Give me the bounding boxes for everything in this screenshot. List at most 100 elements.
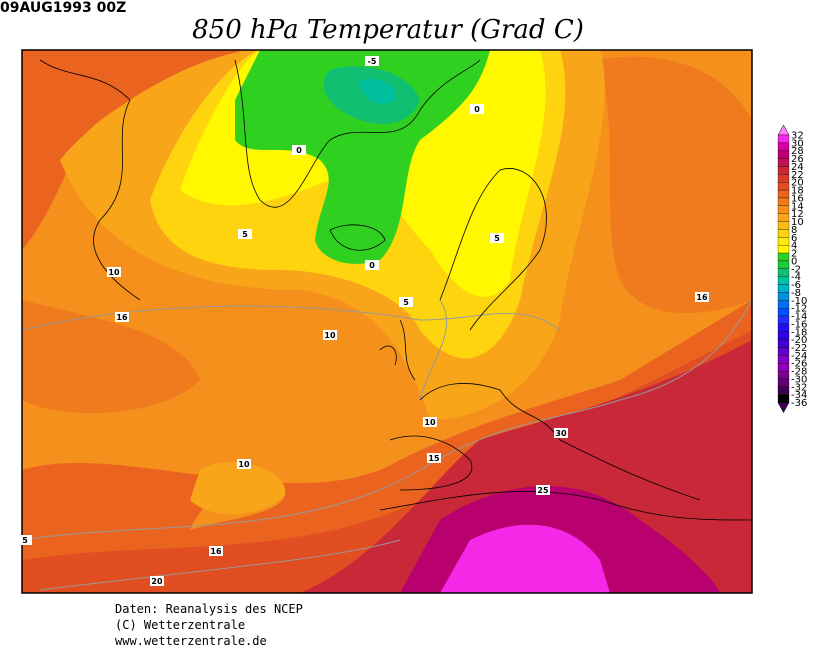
contour-label-box bbox=[323, 330, 337, 340]
contour-label: 15 bbox=[428, 454, 440, 463]
contour-label-box bbox=[423, 417, 437, 427]
colorbar-label: 30 bbox=[791, 138, 804, 149]
colorbar-segment bbox=[777, 221, 790, 230]
colorbar-segment bbox=[777, 323, 790, 332]
colorbar-label: 24 bbox=[791, 162, 804, 173]
colorbar-segment bbox=[777, 229, 790, 238]
colorbar-segment bbox=[777, 174, 790, 183]
contour-label-box bbox=[107, 267, 121, 277]
colorbar-segment bbox=[777, 260, 790, 269]
contour-label-box bbox=[238, 229, 252, 239]
colorbar-label: 26 bbox=[791, 154, 804, 165]
colorbar-end bbox=[777, 124, 790, 136]
colorbar-label: -34 bbox=[791, 390, 807, 401]
colorbar-segment bbox=[777, 182, 790, 191]
contour-label: -5 bbox=[368, 57, 377, 66]
colorbar-label: -36 bbox=[791, 398, 807, 409]
colorbar-label: 0 bbox=[791, 256, 797, 267]
colorbar-segment bbox=[777, 300, 790, 309]
colorbar-label: -6 bbox=[791, 280, 801, 291]
credit: Daten: Reanalysis des NCEP bbox=[115, 602, 303, 616]
contour-label: 5 bbox=[494, 234, 500, 243]
colorbar-segment bbox=[777, 331, 790, 340]
colorbar-label: 6 bbox=[791, 233, 797, 244]
colorbar-label: -16 bbox=[791, 319, 807, 330]
colorbar-segment bbox=[777, 355, 790, 364]
colorbar-label: 16 bbox=[791, 193, 804, 204]
colorbar-label: -14 bbox=[791, 312, 807, 323]
contour-label: 10 bbox=[424, 418, 436, 427]
colorbar-label: -8 bbox=[791, 288, 801, 299]
credit: (C) Wetterzentrale bbox=[115, 618, 245, 632]
colorbar-label: 22 bbox=[791, 170, 804, 181]
colorbar-segment bbox=[777, 158, 790, 167]
contour-label-box bbox=[399, 297, 413, 307]
colorbar-segment bbox=[777, 252, 790, 262]
contour-label-box bbox=[695, 292, 709, 302]
colorbar-label: -30 bbox=[791, 374, 807, 385]
colorbar-segment bbox=[777, 197, 790, 206]
colorbar-label: -18 bbox=[791, 327, 807, 338]
colorbar-label: 4 bbox=[791, 241, 797, 252]
contour-label: 0 bbox=[369, 261, 375, 270]
contour-label-box bbox=[490, 233, 504, 243]
colorbar-segment bbox=[777, 268, 790, 277]
colorbar-segment bbox=[777, 134, 790, 144]
contour-label-box bbox=[470, 104, 484, 114]
contour-label: 10 bbox=[324, 331, 336, 340]
colorbar-segment bbox=[777, 386, 790, 395]
colorbar-segment bbox=[777, 166, 790, 175]
contour-label: 16 bbox=[210, 547, 222, 556]
colorbar-segment bbox=[777, 315, 790, 325]
colorbar-label: -10 bbox=[791, 296, 807, 307]
contour-label-box bbox=[536, 485, 550, 495]
colorbar-label: -2 bbox=[791, 264, 801, 275]
colorbar-segment bbox=[777, 284, 790, 293]
colorbar-label: -24 bbox=[791, 351, 807, 362]
contour-label-box bbox=[427, 453, 441, 463]
colorbar-label: 32 bbox=[791, 131, 804, 142]
colorbar-segment bbox=[777, 339, 790, 348]
colorbar-label: 2 bbox=[791, 249, 797, 260]
colorbar-segment bbox=[777, 213, 790, 222]
contour-label: 30 bbox=[555, 429, 567, 438]
contour-label: 0 bbox=[296, 146, 302, 155]
colorbar-segment bbox=[777, 150, 790, 159]
contour-label: 16 bbox=[116, 313, 128, 322]
colorbar-label: -26 bbox=[791, 359, 807, 370]
colorbar-segment bbox=[777, 276, 790, 285]
colorbar-segment bbox=[777, 378, 790, 387]
contour-label-box bbox=[18, 535, 32, 545]
colorbar-label: 28 bbox=[791, 146, 804, 157]
contour-label: 0 bbox=[474, 105, 480, 114]
contour-label: 5 bbox=[22, 536, 28, 545]
contour-label-box bbox=[365, 56, 379, 66]
contour-label: 16 bbox=[696, 293, 708, 302]
colorbar-segment bbox=[777, 205, 790, 214]
contour-label: 5 bbox=[242, 230, 248, 239]
colorbar-segment bbox=[777, 307, 790, 317]
map-fill bbox=[22, 50, 752, 593]
contour-label-box bbox=[209, 546, 223, 556]
contour-label-box bbox=[150, 576, 164, 586]
contour-label: 5 bbox=[403, 298, 409, 307]
colorbar-label: -12 bbox=[791, 304, 807, 315]
colorbar-label: -28 bbox=[791, 367, 807, 378]
title: 850 hPa Temperatur (Grad C) bbox=[192, 15, 584, 45]
colorbar-segment bbox=[777, 189, 790, 199]
colorbar-label: -4 bbox=[791, 272, 801, 283]
colorbar-end bbox=[777, 402, 790, 414]
colorbar-segment bbox=[777, 394, 790, 403]
colorbar-label: 20 bbox=[791, 178, 804, 189]
colorbar-segment bbox=[777, 245, 790, 254]
credit: www.wetterzentrale.de bbox=[115, 634, 267, 646]
contour-label-box bbox=[292, 145, 306, 155]
contour-label: 10 bbox=[238, 460, 250, 469]
contour-label-box bbox=[365, 260, 379, 270]
date: 09AUG1993 00Z bbox=[0, 0, 126, 16]
contour-label-box bbox=[115, 312, 129, 322]
colorbar-label: 10 bbox=[791, 217, 804, 228]
contour-label: 10 bbox=[108, 268, 120, 277]
contour-label: 25 bbox=[537, 486, 549, 495]
